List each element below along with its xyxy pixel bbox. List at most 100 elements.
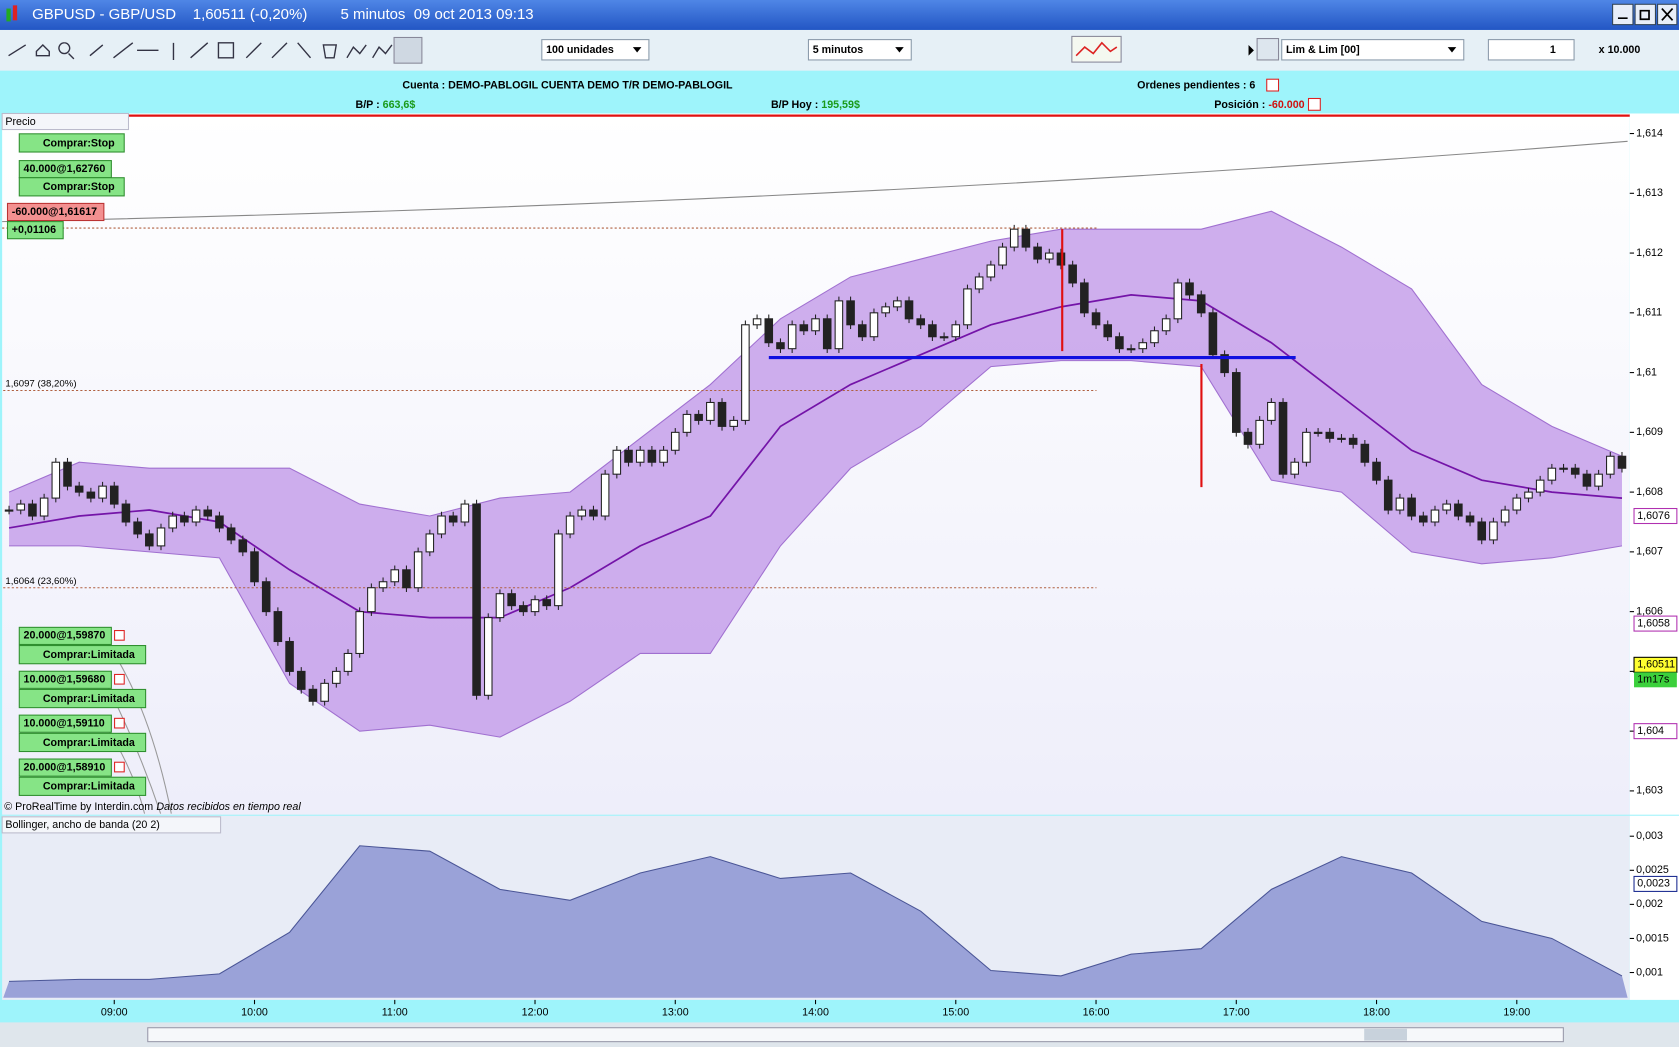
- candle: [612, 449, 622, 475]
- candle: [717, 401, 727, 427]
- limit-order-amount[interactable]: [18, 758, 112, 777]
- indicator-axis-area: [1629, 815, 1679, 1000]
- limit-order[interactable]: [18, 688, 147, 709]
- candle: [974, 276, 984, 290]
- multiplier-input[interactable]: [1487, 39, 1575, 61]
- candle: [963, 288, 972, 326]
- candle: [1512, 497, 1522, 511]
- cancel-orders[interactable]: [1266, 78, 1280, 92]
- expand-arrow: [1248, 44, 1254, 56]
- window-symbol: GBPUSD - GBP/USD: [32, 6, 176, 23]
- candle: [1430, 509, 1440, 523]
- candle: [1547, 467, 1557, 481]
- cancel-order[interactable]: [114, 717, 125, 729]
- candle: [1383, 479, 1393, 511]
- close-position[interactable]: [1307, 97, 1321, 111]
- candle: [1360, 443, 1370, 463]
- candle: [694, 413, 703, 421]
- order-action: Comprar:Limitada: [43, 737, 136, 749]
- candle: [1150, 330, 1159, 344]
- quantity-select[interactable]: [541, 39, 650, 61]
- limit-order-amount[interactable]: [18, 714, 112, 733]
- limit-orders: 20.000@1,59870 Comprar:Limitada 10.000@1,5…: [18, 626, 147, 796]
- candle: [519, 605, 528, 613]
- candle: [986, 264, 996, 278]
- candle: [1302, 431, 1311, 463]
- candle: [857, 324, 867, 338]
- fib-level-label: 1,6064 (23,60%): [5, 576, 76, 587]
- position: Posición : -60.000: [1214, 99, 1304, 111]
- minimize-button[interactable]: [1612, 3, 1634, 26]
- pnl-value: 663,6$: [383, 99, 416, 111]
- position-gain: +0,01106: [12, 224, 56, 236]
- order-action: Comprar:Stop: [43, 137, 115, 149]
- candle: [98, 485, 107, 499]
- candle: [554, 533, 563, 607]
- candle: [1313, 431, 1323, 434]
- band-middle: [8, 294, 1623, 619]
- position-label: Posición :: [1214, 99, 1268, 111]
- pnl-label: B/P :: [356, 99, 383, 111]
- candle: [1348, 437, 1358, 445]
- candle: [215, 515, 224, 529]
- candle: [1126, 348, 1136, 351]
- scrollbar[interactable]: [147, 1027, 1564, 1043]
- candle: [296, 670, 306, 690]
- cancel-order[interactable]: [114, 630, 125, 641]
- limit-order[interactable]: [18, 645, 147, 665]
- cancel-order[interactable]: [114, 761, 125, 773]
- candle: [472, 503, 481, 696]
- position-amount: -60.000@1,61617: [12, 206, 97, 218]
- scroll-thumb[interactable]: [1364, 1028, 1408, 1041]
- candle: [203, 509, 213, 517]
- y-tick-label: 1,608: [1636, 486, 1663, 498]
- candle: [413, 551, 423, 589]
- limit-order[interactable]: [18, 776, 147, 796]
- limit-order[interactable]: [18, 732, 147, 753]
- indicator-panel-header: [1, 816, 222, 834]
- candle: [51, 461, 61, 499]
- y-tick-label: 1,611: [1636, 307, 1662, 319]
- candle: [343, 652, 353, 672]
- x-tick-label: 11:00: [382, 1007, 408, 1019]
- stop-order[interactable]: [18, 177, 125, 197]
- stop-order[interactable]: [18, 133, 125, 153]
- candle: [332, 670, 341, 684]
- candle: [1021, 228, 1031, 248]
- candle: [320, 682, 329, 702]
- candle: [507, 593, 516, 607]
- candle: [285, 640, 294, 672]
- pointer-tool[interactable]: [393, 36, 423, 64]
- y-tick-label: 1,614: [1636, 127, 1663, 139]
- candle: [1419, 515, 1428, 523]
- candle: [869, 312, 879, 338]
- candle: [881, 306, 890, 314]
- x-tick-label: 17:00: [1223, 1007, 1250, 1019]
- limit-order-amount[interactable]: [18, 670, 112, 689]
- candle: [63, 461, 72, 487]
- open-position[interactable]: [6, 202, 105, 222]
- candle: [250, 551, 259, 583]
- candle: [460, 503, 470, 523]
- candle: [16, 503, 26, 511]
- x-tick-label: 19:00: [1503, 1007, 1530, 1019]
- price-marker: [1633, 723, 1678, 740]
- y-tick-label: 1,613: [1636, 187, 1663, 199]
- candle: [1173, 282, 1183, 320]
- candle: [1044, 252, 1054, 260]
- dropdown-arrow: [632, 47, 642, 53]
- system-settings[interactable]: [1256, 38, 1280, 61]
- limit-order-amount[interactable]: [18, 626, 112, 646]
- candle: [939, 336, 949, 339]
- restore-button[interactable]: [1634, 3, 1656, 26]
- cancel-order[interactable]: [114, 673, 125, 685]
- candle: [635, 449, 645, 463]
- timeframe-select[interactable]: [807, 39, 912, 61]
- candle: [1489, 521, 1498, 541]
- system-select[interactable]: [1281, 39, 1465, 61]
- candle: [1278, 401, 1288, 475]
- bandwidth-line: [9, 845, 1623, 982]
- candle: [1056, 252, 1066, 266]
- candle: [168, 515, 177, 529]
